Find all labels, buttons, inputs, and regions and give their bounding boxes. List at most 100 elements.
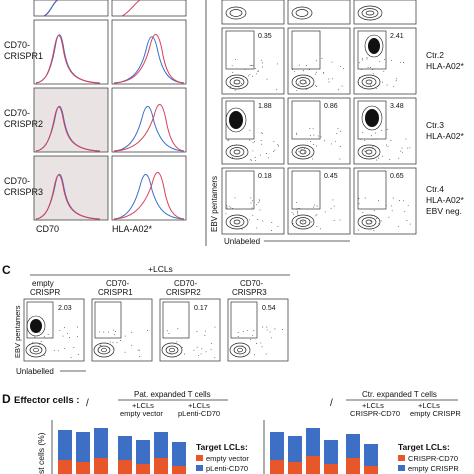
scatter-dot	[238, 86, 240, 88]
scatter-dot	[381, 155, 383, 157]
scatter-dot	[376, 159, 378, 161]
scatter-dot	[259, 209, 261, 211]
scatter-dot	[232, 156, 233, 158]
scatter-dot	[261, 59, 262, 61]
scatter-dot	[398, 200, 400, 201]
legend-item: empty vector	[206, 454, 249, 463]
scatter-dot	[32, 341, 34, 343]
gate-value: 3.48	[390, 103, 404, 110]
scatter-dot	[252, 75, 253, 77]
row-label-line1: CD70-	[4, 40, 30, 50]
histogram-curve-blue	[43, 0, 58, 17]
scatter-dot	[401, 147, 403, 149]
contour-population	[233, 345, 247, 355]
scatter-dot	[380, 220, 382, 222]
histogram-frame	[33, 19, 109, 85]
scatter-dot	[328, 78, 330, 80]
contour-population	[361, 147, 377, 157]
histogram-curve-blue	[113, 106, 185, 152]
scatter-dot	[378, 223, 380, 225]
scatter-dot	[251, 207, 253, 209]
scatter-dot	[317, 135, 319, 137]
scatter-dot	[336, 133, 338, 135]
scatter-dot	[252, 200, 253, 202]
scatter-dot	[366, 223, 368, 225]
histogram-curve-red	[121, 0, 141, 17]
scatter-dot	[210, 348, 212, 350]
scatter-dot	[131, 331, 133, 333]
scatter-dot	[230, 207, 232, 209]
scatter-dot	[200, 353, 202, 355]
positive-cluster	[229, 111, 243, 129]
scatter-dot	[293, 213, 295, 215]
scatter-dot	[386, 128, 388, 130]
scatter-dot	[39, 331, 41, 333]
scatter-dot	[340, 130, 342, 132]
scatter-dot	[242, 127, 244, 129]
scatter-dot	[252, 141, 254, 143]
scatter-dot	[400, 150, 402, 152]
scatter-dot	[70, 356, 72, 358]
scatter-dot	[314, 204, 316, 206]
scatter-dot	[341, 85, 343, 87]
pentamer-gate	[225, 170, 255, 210]
scatter-dot	[255, 68, 256, 70]
scatter-dot	[357, 229, 359, 231]
scatter-dot	[333, 220, 335, 222]
scatter-dot	[233, 82, 235, 84]
contour-population	[291, 6, 313, 20]
bar-segment-orange	[154, 458, 168, 474]
scatter-dot	[67, 332, 68, 334]
bar-segment-orange	[364, 466, 378, 474]
scatter-dot	[379, 60, 381, 62]
contour-population	[233, 79, 241, 85]
scatter-dot	[271, 337, 273, 339]
scatter-dot	[409, 147, 411, 149]
scatter-dot	[124, 351, 126, 353]
scatter-dot	[315, 215, 317, 217]
gate-value: 0.45	[324, 173, 338, 180]
scatter-dot	[392, 197, 394, 199]
panel-letter: D	[2, 392, 11, 406]
scatter-dot	[131, 344, 133, 346]
scatter-dot	[359, 77, 361, 78]
scatter-dot	[296, 132, 298, 134]
scatter-dot	[252, 334, 254, 336]
scatter-dot	[358, 62, 360, 64]
scatter-dot	[402, 200, 404, 202]
row-label-line2: CRISPR3	[4, 187, 43, 197]
scatter-dot	[393, 85, 395, 87]
contour-population	[93, 342, 115, 358]
scatter-dot	[375, 87, 377, 89]
scatter-dot	[396, 78, 398, 80]
scatter-dot	[119, 340, 121, 342]
contour-population	[299, 149, 307, 155]
contour-population	[229, 77, 245, 87]
scatter-dot	[262, 220, 264, 222]
flow-plot-frame	[287, 27, 351, 95]
scatter-dot	[316, 86, 318, 87]
scatter-dot	[402, 151, 404, 153]
scatter-dot	[389, 159, 391, 160]
scatter-dot	[39, 343, 41, 345]
scatter-dot	[99, 345, 101, 347]
scatter-dot	[388, 216, 390, 218]
scatter-dot	[364, 197, 366, 199]
histogram-frame	[111, 0, 187, 17]
contour-population	[229, 342, 251, 358]
scatter-dot	[303, 147, 305, 149]
bar-group	[58, 428, 186, 474]
scatter-dot	[323, 71, 325, 73]
contour-population	[229, 9, 243, 17]
scatter-dot	[241, 228, 243, 230]
bar-segment-orange	[324, 464, 338, 474]
gate-value: 2.41	[390, 33, 404, 40]
scatter-dot	[256, 343, 257, 344]
column-label-line2: CRISPR	[30, 288, 60, 297]
flow-plot-frame	[221, 167, 285, 235]
pentamer-gate	[357, 30, 387, 70]
scatter-dot	[364, 150, 366, 152]
scatter-dot	[116, 341, 118, 343]
pentamer-gate	[291, 100, 321, 140]
scatter-dot	[238, 351, 240, 353]
